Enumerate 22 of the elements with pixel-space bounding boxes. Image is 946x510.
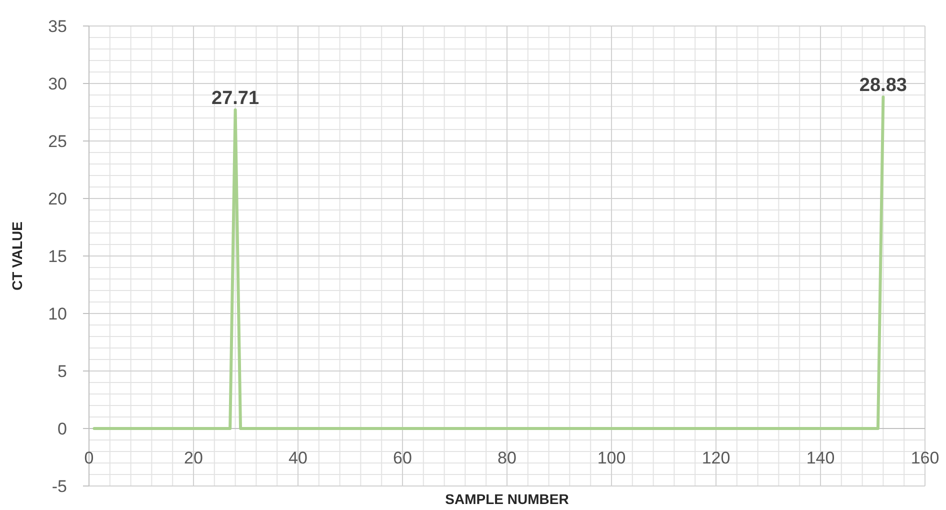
- y-tick-label: -5: [52, 476, 67, 496]
- x-tick-label: 20: [184, 448, 203, 468]
- x-tick-label: 120: [702, 448, 730, 468]
- x-tick-label: 80: [498, 448, 516, 468]
- y-tick-label: 0: [58, 419, 67, 438]
- x-tick-label: 100: [597, 448, 626, 468]
- y-tick-label: 10: [48, 304, 67, 324]
- y-tick-label: 20: [48, 189, 67, 208]
- y-tick-label: 5: [58, 362, 67, 381]
- x-axis-title: SAMPLE NUMBER: [445, 491, 569, 507]
- x-tick-label: 140: [806, 448, 835, 468]
- x-tick-label: 40: [288, 448, 308, 468]
- data-label: 28.83: [859, 74, 907, 96]
- y-axis-title: CT VALUE: [9, 222, 25, 290]
- y-tick-label: 35: [48, 16, 67, 36]
- x-tick-label: 60: [393, 448, 412, 468]
- y-tick-label: 30: [48, 74, 67, 94]
- y-tick-label: 15: [48, 246, 67, 266]
- x-tick-label: 160: [910, 448, 940, 468]
- x-tick-label: 0: [84, 448, 94, 468]
- data-label: 27.71: [212, 88, 260, 109]
- y-tick-label: 25: [48, 132, 67, 151]
